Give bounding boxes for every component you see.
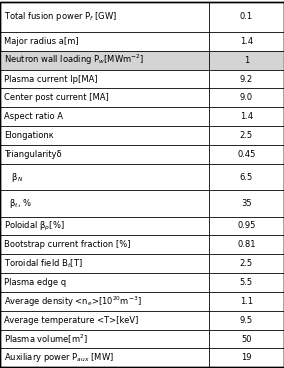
Text: Bootstrap current fraction [%]: Bootstrap current fraction [%] [4,240,131,250]
Text: 1.4: 1.4 [240,37,253,46]
Text: Triangularityδ: Triangularityδ [4,150,62,159]
Text: Neutron wall loading P$_{w}$[MWm$^{-2}$]: Neutron wall loading P$_{w}$[MWm$^{-2}$] [4,53,144,67]
Text: 50: 50 [241,335,252,343]
Text: 6.5: 6.5 [240,173,253,181]
Text: 5.5: 5.5 [240,278,253,287]
Text: 9.0: 9.0 [240,93,253,102]
Text: Average density <n$_{e}$>[10$^{20}$m$^{-3}$]: Average density <n$_{e}$>[10$^{20}$m$^{-… [4,294,142,308]
Text: 1.1: 1.1 [240,297,253,306]
Text: 0.95: 0.95 [237,222,256,230]
Text: Auxiliary power P$_{aux}$ [MW]: Auxiliary power P$_{aux}$ [MW] [4,351,114,364]
Text: Major radius a[m]: Major radius a[m] [4,37,79,46]
Text: Toroidal field B$_{t}$[T]: Toroidal field B$_{t}$[T] [4,257,83,270]
Text: Total fusion power P$_{f}$ [GW]: Total fusion power P$_{f}$ [GW] [4,10,117,24]
Text: Elongationκ: Elongationκ [4,131,54,140]
Text: Plasma current Ip[MA]: Plasma current Ip[MA] [4,75,98,84]
Text: β$_{t}$, %: β$_{t}$, % [4,197,32,210]
Text: Center post current [MA]: Center post current [MA] [4,93,109,102]
Text: 19: 19 [241,353,252,362]
Text: 2.5: 2.5 [240,131,253,140]
Text: Aspect ratio A: Aspect ratio A [4,112,63,121]
Bar [0,51,284,70]
Text: Plasma edge q: Plasma edge q [4,278,66,287]
Text: β$_{N}$: β$_{N}$ [4,170,24,184]
Text: 0.45: 0.45 [237,150,256,159]
Text: 0.81: 0.81 [237,240,256,250]
Text: 1.4: 1.4 [240,112,253,121]
Text: 1: 1 [244,56,249,65]
Text: 35: 35 [241,199,252,208]
Text: Plasma volume[m$^{2}$]: Plasma volume[m$^{2}$] [4,332,88,346]
Text: 0.1: 0.1 [240,13,253,21]
Text: 2.5: 2.5 [240,259,253,268]
Text: Average temperature <T>[keV]: Average temperature <T>[keV] [4,316,139,325]
Text: Poloidal β$_{p}$[%]: Poloidal β$_{p}$[%] [4,219,65,233]
Text: 9.2: 9.2 [240,75,253,84]
Text: 9.5: 9.5 [240,316,253,325]
